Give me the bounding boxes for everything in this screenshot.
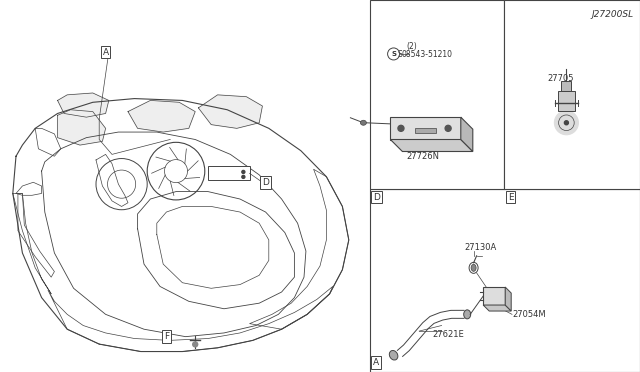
Bar: [415, 128, 436, 133]
Text: D: D: [262, 178, 269, 187]
Bar: [561, 81, 572, 91]
Bar: [390, 117, 461, 140]
Text: 27621E: 27621E: [432, 330, 464, 339]
Circle shape: [445, 125, 451, 131]
Polygon shape: [128, 100, 195, 132]
Circle shape: [398, 125, 404, 131]
Text: E: E: [508, 193, 513, 202]
Polygon shape: [461, 117, 473, 151]
Text: D: D: [373, 193, 380, 202]
Bar: [504, 0, 640, 189]
Bar: [370, 189, 640, 372]
Ellipse shape: [360, 120, 366, 125]
Bar: [483, 287, 505, 305]
Text: A: A: [373, 358, 380, 367]
Polygon shape: [58, 110, 106, 145]
Text: 27130A: 27130A: [464, 243, 496, 252]
Circle shape: [193, 342, 198, 347]
Text: A: A: [102, 48, 109, 57]
Polygon shape: [58, 93, 109, 117]
Bar: [0, 0, 370, 372]
Text: J27200SL: J27200SL: [591, 10, 634, 19]
Text: 27726N: 27726N: [406, 152, 440, 161]
Text: S: S: [391, 51, 396, 57]
Polygon shape: [483, 305, 511, 311]
Bar: [558, 91, 575, 111]
Bar: [370, 0, 504, 189]
Polygon shape: [505, 287, 511, 311]
Polygon shape: [390, 140, 473, 151]
Circle shape: [564, 121, 568, 125]
Ellipse shape: [464, 310, 470, 319]
Text: 27054M: 27054M: [512, 310, 546, 319]
Circle shape: [242, 175, 245, 179]
Text: S: S: [397, 50, 402, 59]
Ellipse shape: [469, 262, 478, 273]
Text: 08543-51210: 08543-51210: [402, 50, 453, 59]
Ellipse shape: [389, 350, 398, 360]
Text: 27705: 27705: [547, 74, 573, 83]
Text: (2): (2): [406, 42, 417, 51]
Text: F: F: [164, 332, 169, 341]
Circle shape: [242, 170, 245, 173]
Bar: [208, 166, 250, 180]
Circle shape: [554, 111, 579, 135]
Ellipse shape: [471, 264, 476, 271]
Polygon shape: [198, 95, 262, 128]
